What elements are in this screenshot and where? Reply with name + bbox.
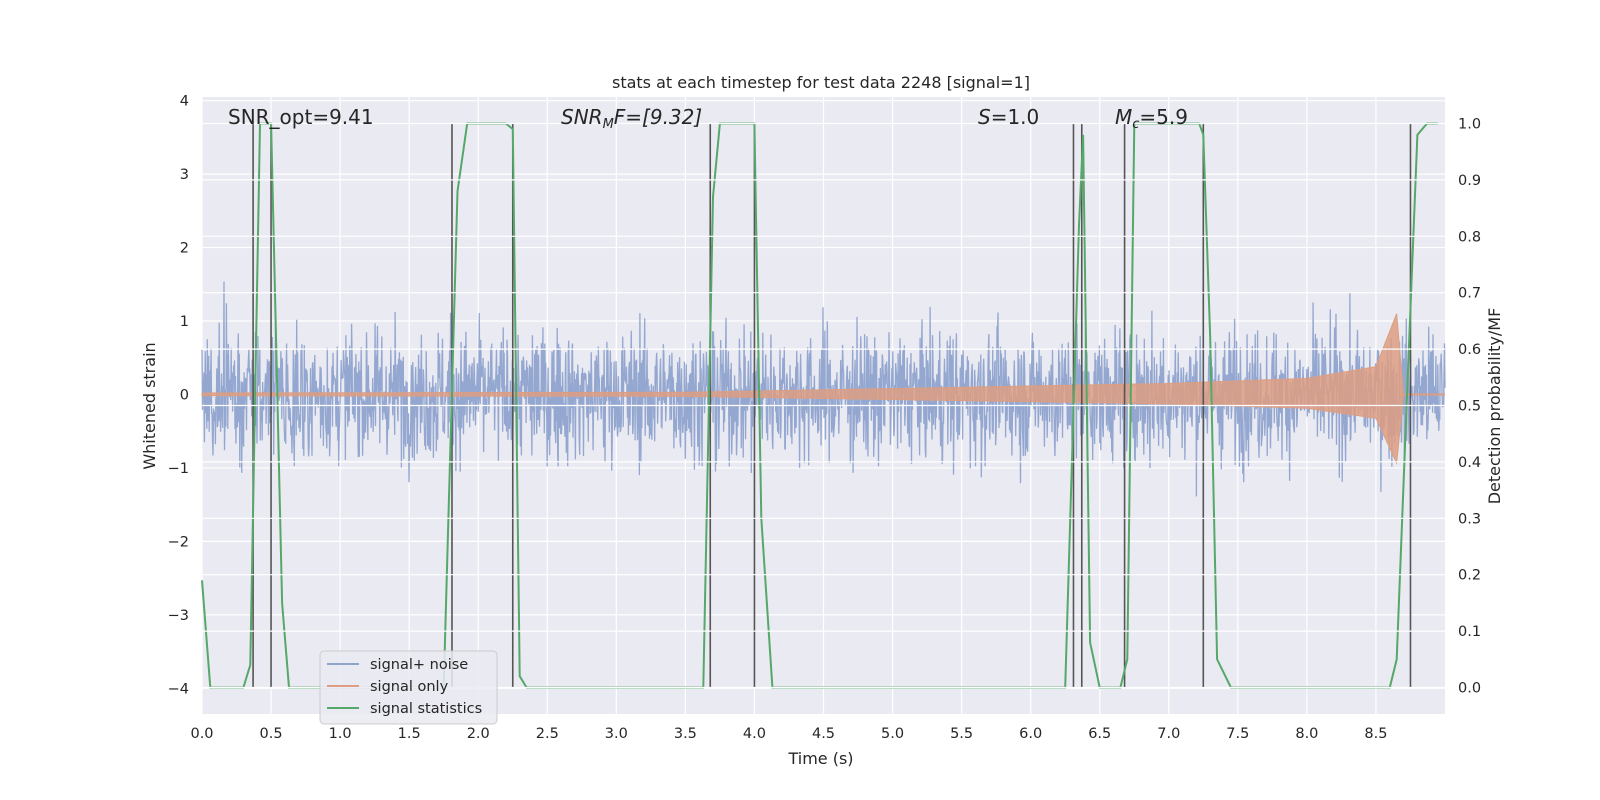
legend-label-signal: signal only	[370, 679, 449, 695]
noise-trace	[201, 281, 1446, 497]
y-right-tick-label: 0.8	[1458, 229, 1481, 245]
x-tick-label: 8.0	[1295, 726, 1318, 742]
x-tick-label: 7.0	[1157, 726, 1180, 742]
y-left-tick-label: 2	[180, 241, 189, 257]
s-value: =1.0	[991, 105, 1040, 129]
chirp-envelope	[201, 313, 1405, 466]
s-symbol: S	[978, 105, 991, 129]
chart-title: stats at each timestep for test data 224…	[612, 73, 1030, 92]
y-left-tick-label: 3	[180, 167, 189, 183]
legend: signal+ noise signal only signal statist…	[319, 650, 498, 725]
annotation-mc: Mc=5.9	[1115, 105, 1188, 132]
y-right-tick-label: 1.0	[1458, 117, 1481, 133]
y-left-tick-label: 4	[180, 94, 189, 110]
annotation-snr-mf: SNRMF=[9.32]	[561, 105, 702, 132]
y-left-tick-label: 0	[180, 387, 189, 403]
snr-mf-prefix: SNR	[561, 105, 603, 129]
mc-sub: c	[1132, 117, 1139, 132]
y-right-tick-label: 0.5	[1458, 399, 1481, 415]
mc-symbol: M	[1115, 105, 1132, 129]
y-left-tick-label: −2	[168, 534, 189, 550]
y-right-tick-label: 0.0	[1458, 680, 1481, 696]
x-tick-label: 2.0	[467, 726, 490, 742]
y-left-tick-label: −3	[168, 608, 189, 624]
x-tick-label: 7.5	[1226, 726, 1249, 742]
x-tick-label: 2.5	[536, 726, 559, 742]
y-right-axis-ticks: 0.0 0.1 0.2 0.3 0.4 0.5 0.6 0.7 0.8 0.9 1.0	[1458, 117, 1481, 697]
series-signal-noise	[201, 281, 1446, 497]
legend-label-stats: signal statistics	[370, 701, 482, 717]
y-left-axis-ticks: −4 −3 −2 −1 0 1 2 3 4	[168, 94, 189, 698]
snr-mf-sub: M	[603, 117, 614, 132]
y-left-tick-label: −4	[168, 681, 189, 697]
x-tick-label: 0.5	[260, 726, 283, 742]
x-tick-label: 6.5	[1088, 726, 1111, 742]
y-right-tick-label: 0.9	[1458, 173, 1481, 189]
y-right-tick-label: 0.7	[1458, 286, 1481, 302]
y-right-axis-label: Detection probability/MF	[1485, 308, 1504, 505]
x-tick-label: 1.0	[329, 726, 352, 742]
x-axis-ticks: 0.0 0.5 1.0 1.5 2.0 2.5 3.0 3.5 4.0 4.5 5.0 5.5 6.0 6…	[190, 726, 1387, 742]
x-tick-label: 4.0	[743, 726, 766, 742]
legend-label-noise: signal+ noise	[370, 657, 468, 673]
x-tick-label: 1.5	[398, 726, 421, 742]
x-tick-label: 4.5	[812, 726, 835, 742]
snr-mf-rest-f: F=[9.32]	[614, 105, 702, 129]
annotation-s: S=1.0	[978, 105, 1039, 129]
x-tick-label: 6.0	[1019, 726, 1042, 742]
x-axis-label: Time (s)	[787, 749, 853, 768]
y-right-tick-label: 0.4	[1458, 455, 1481, 471]
x-tick-label: 3.0	[605, 726, 628, 742]
annotation-snr-opt: SNR_opt=9.41	[228, 105, 374, 129]
x-tick-label: 3.5	[674, 726, 697, 742]
y-left-tick-label: 1	[180, 314, 189, 330]
mc-value: =5.9	[1139, 105, 1188, 129]
right-grid	[202, 122, 1445, 689]
y-left-tick-label: −1	[168, 461, 189, 477]
legend-box	[319, 650, 498, 725]
x-tick-label: 5.0	[881, 726, 904, 742]
x-tick-label: 8.5	[1364, 726, 1387, 742]
y-right-tick-label: 0.3	[1458, 511, 1481, 527]
y-right-tick-label: 0.6	[1458, 342, 1481, 358]
y-left-axis-label: Whitened strain	[140, 342, 159, 469]
x-tick-label: 0.0	[190, 726, 213, 742]
y-right-tick-label: 0.2	[1458, 568, 1481, 584]
y-right-tick-label: 0.1	[1458, 624, 1481, 640]
x-tick-label: 5.5	[950, 726, 973, 742]
